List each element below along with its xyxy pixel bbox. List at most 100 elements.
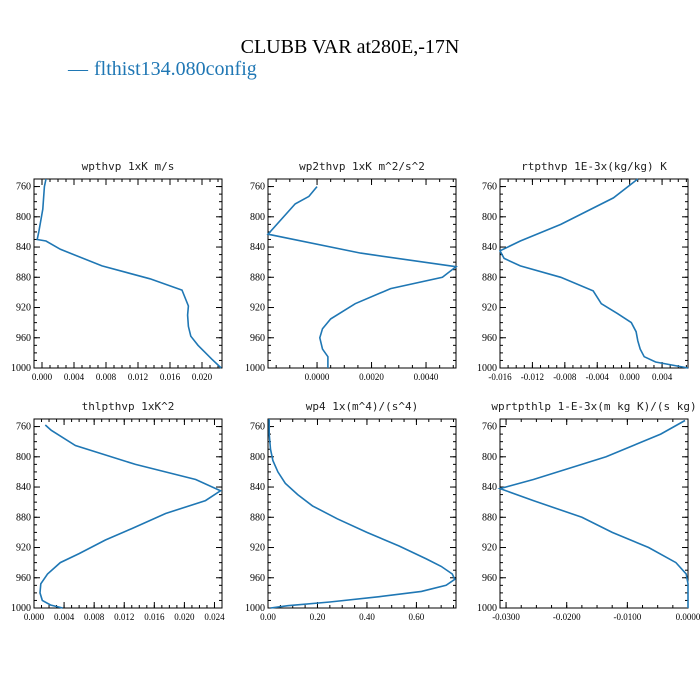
y-tick-label: 760 bbox=[250, 422, 265, 433]
plot-frame bbox=[33, 418, 223, 609]
y-tick-label: 920 bbox=[250, 303, 265, 314]
y-tick-label: 880 bbox=[482, 272, 497, 283]
x-tick-label: 0.0000 bbox=[305, 372, 330, 382]
y-tick-label: 840 bbox=[250, 242, 265, 253]
y-tick-label: 800 bbox=[16, 452, 31, 463]
panel-1: wpthvp 1xK m/s76080084088092096010000.00… bbox=[11, 160, 223, 382]
y-tick-label: 760 bbox=[482, 422, 497, 433]
x-tick-label: 0.008 bbox=[96, 372, 117, 382]
y-tick-label: 800 bbox=[482, 212, 497, 223]
x-tick-label: 0.60 bbox=[409, 612, 425, 622]
x-tick-label: 0.012 bbox=[114, 612, 134, 622]
legend: — flthist134.080config bbox=[68, 58, 257, 81]
y-tick-label: 960 bbox=[16, 573, 31, 584]
x-tick-label: -0.008 bbox=[553, 372, 577, 382]
panel-title: rtpthvp 1E-3x(kg/kg) K bbox=[521, 160, 667, 173]
y-tick-label: 1000 bbox=[477, 363, 497, 374]
y-tick-label: 800 bbox=[482, 452, 497, 463]
y-tick-label: 880 bbox=[250, 272, 265, 283]
x-tick-label: 0.020 bbox=[174, 612, 195, 622]
y-tick-label: 960 bbox=[482, 573, 497, 584]
series-line bbox=[266, 186, 458, 368]
y-tick-label: 840 bbox=[16, 242, 31, 253]
y-tick-label: 960 bbox=[250, 333, 265, 344]
page-title: CLUBB VAR at280E,-17N bbox=[240, 36, 460, 58]
y-tick-label: 1000 bbox=[245, 363, 265, 374]
y-tick-label: 840 bbox=[250, 482, 265, 493]
x-tick-label: -0.0200 bbox=[553, 612, 581, 622]
y-tick-label: 760 bbox=[250, 182, 265, 193]
y-tick-label: 840 bbox=[482, 482, 497, 493]
y-tick-label: 760 bbox=[16, 422, 31, 433]
series-line bbox=[498, 178, 689, 369]
x-tick-label: 0.0000 bbox=[676, 612, 700, 622]
y-tick-label: 840 bbox=[16, 482, 31, 493]
x-tick-label: 0.020 bbox=[192, 372, 213, 382]
y-tick-label: 1000 bbox=[11, 363, 31, 374]
y-tick-label: 1000 bbox=[477, 603, 497, 614]
plot-frame bbox=[499, 178, 689, 369]
y-tick-label: 800 bbox=[16, 212, 31, 223]
plot-frame bbox=[33, 178, 223, 369]
y-tick-label: 760 bbox=[482, 182, 497, 193]
y-tick-label: 960 bbox=[250, 573, 265, 584]
plot-frame bbox=[499, 418, 689, 609]
panel-title: wpthvp 1xK m/s bbox=[82, 160, 175, 173]
y-tick-label: 960 bbox=[16, 333, 31, 344]
y-tick-label: 920 bbox=[482, 303, 497, 314]
y-tick-label: 760 bbox=[16, 182, 31, 193]
series-line bbox=[39, 424, 223, 609]
plot-frame bbox=[267, 418, 457, 609]
x-tick-label: 0.008 bbox=[84, 612, 105, 622]
panel-title: thlpthvp 1xK^2 bbox=[82, 400, 175, 413]
y-tick-label: 960 bbox=[482, 333, 497, 344]
y-tick-label: 920 bbox=[16, 543, 31, 554]
y-tick-label: 880 bbox=[16, 272, 31, 283]
x-tick-label: 0.004 bbox=[54, 612, 75, 622]
panel-title: wp4 1x(m^4)/(s^4) bbox=[306, 400, 419, 413]
x-tick-label: 0.012 bbox=[128, 372, 148, 382]
series-line bbox=[36, 178, 222, 369]
panel-2: wp2thvp 1xK m^2/s^2 760 800 840 880 920 960 100… bbox=[245, 160, 458, 382]
x-tick-label: 0.000 bbox=[620, 372, 641, 382]
x-tick-label: 0.0020 bbox=[359, 372, 384, 382]
y-tick-label: 880 bbox=[250, 512, 265, 523]
x-tick-label: 0.00 bbox=[260, 612, 276, 622]
x-tick-label: 0.20 bbox=[310, 612, 326, 622]
y-tick-label: 1000 bbox=[245, 603, 265, 614]
x-tick-label: 0.000 bbox=[32, 372, 53, 382]
y-tick-label: 880 bbox=[482, 512, 497, 523]
x-tick-label: -0.0300 bbox=[492, 612, 520, 622]
plot-frame bbox=[267, 178, 457, 369]
x-tick-label: -0.004 bbox=[586, 372, 610, 382]
x-tick-label: -0.016 bbox=[488, 372, 512, 382]
x-tick-label: -0.0100 bbox=[613, 612, 641, 622]
x-tick-label: -0.012 bbox=[521, 372, 544, 382]
x-tick-label: 0.016 bbox=[160, 372, 181, 382]
y-tick-label: 920 bbox=[250, 543, 265, 554]
y-tick-label: 800 bbox=[250, 452, 265, 463]
panel-4: thlpthvp 1xK^276080084088092096010000.00… bbox=[11, 400, 225, 622]
x-tick-label: 0.000 bbox=[24, 612, 45, 622]
legend-marker: — bbox=[68, 58, 88, 80]
x-tick-label: 0.0040 bbox=[414, 372, 439, 382]
y-tick-label: 800 bbox=[250, 212, 265, 223]
y-tick-label: 920 bbox=[16, 303, 31, 314]
x-tick-label: 0.004 bbox=[64, 372, 85, 382]
y-tick-label: 880 bbox=[16, 512, 31, 523]
series-line bbox=[268, 419, 456, 609]
panel-title: wprtpthlp 1-E-3x(m kg K)/(s kg) bbox=[491, 400, 696, 413]
panel-5: wp4 1x(m^4)/(s^4)76080084088092096010000… bbox=[245, 400, 457, 622]
legend-label: flthist134.080config bbox=[94, 58, 257, 80]
panel-6: wprtpthlp 1-E-3x(m kg K)/(s kg) 760 800 840… bbox=[477, 400, 700, 622]
y-tick-label: 920 bbox=[482, 543, 497, 554]
panel-title: wp2thvp 1xK m^2/s^2 bbox=[299, 160, 425, 173]
panel-3: rtpthvp 1E-3x(kg/kg) K 760 800 840 880 920 960… bbox=[477, 160, 689, 382]
series-line bbox=[497, 419, 689, 608]
x-tick-label: 0.024 bbox=[204, 612, 225, 622]
x-tick-label: 0.40 bbox=[359, 612, 375, 622]
x-tick-label: 0.016 bbox=[144, 612, 165, 622]
x-tick-label: 0.004 bbox=[652, 372, 673, 382]
y-tick-label: 840 bbox=[482, 242, 497, 253]
